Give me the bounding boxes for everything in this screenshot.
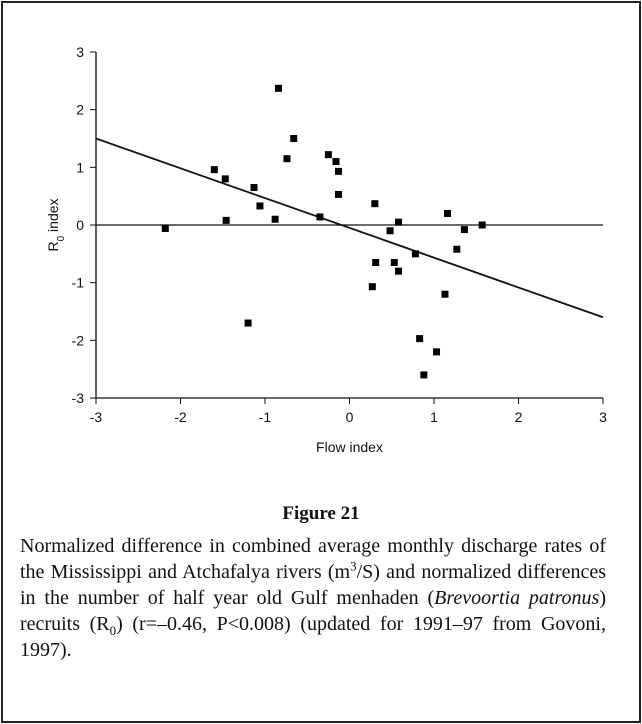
point xyxy=(411,250,419,258)
caption-segment: ) recruits (R xyxy=(20,587,606,635)
caption-segment: Brevoortia patronus xyxy=(434,587,600,609)
point xyxy=(210,166,218,174)
point xyxy=(372,258,380,266)
y-tick-label: -1 xyxy=(72,275,85,291)
caption-segment: 3 xyxy=(350,558,357,574)
y-tick-label: -2 xyxy=(72,332,85,348)
point xyxy=(324,151,332,159)
point xyxy=(416,335,424,343)
point xyxy=(332,158,340,166)
y-tick-label: 3 xyxy=(76,44,84,60)
point xyxy=(478,221,486,229)
x-tick-label: -1 xyxy=(259,409,272,425)
x-tick-label: -2 xyxy=(174,409,187,425)
point xyxy=(444,209,452,217)
point xyxy=(244,319,252,327)
y-tick-label: -3 xyxy=(72,390,85,406)
caption-segment: Normalized difference in combined averag… xyxy=(20,535,606,583)
y-axis-label: R0 index xyxy=(45,198,67,251)
figure-label: Figure 21 xyxy=(282,503,360,524)
caption-segment: /S) and normalized differences in the nu… xyxy=(20,561,606,609)
point xyxy=(390,258,398,266)
point xyxy=(453,245,461,253)
point xyxy=(335,167,343,175)
x-tick-label: 0 xyxy=(346,409,354,425)
point xyxy=(335,190,343,198)
y-axis-label-part: index xyxy=(45,198,61,235)
x-tick-label: 3 xyxy=(599,409,607,425)
point xyxy=(460,226,468,234)
point xyxy=(275,84,283,92)
y-tick-label: 0 xyxy=(76,217,84,233)
point xyxy=(283,155,291,163)
y-tick-label: 1 xyxy=(76,159,84,175)
y-axis-label-part: R xyxy=(45,241,61,251)
point xyxy=(316,213,324,221)
point xyxy=(368,283,376,291)
point xyxy=(371,200,379,208)
point xyxy=(395,267,403,275)
caption-segment: ) (r=–0.46, P<0.008) (updated for 1991–9… xyxy=(20,613,606,661)
point xyxy=(386,227,394,235)
x-tick-label: 1 xyxy=(430,409,438,425)
y-tick-label: 2 xyxy=(76,102,84,118)
point xyxy=(222,216,230,224)
x-tick-label: -3 xyxy=(90,409,103,425)
x-axis-label: Flow index xyxy=(316,439,383,455)
point xyxy=(395,218,403,226)
y-axis-label-part: 0 xyxy=(56,235,67,241)
caption-segment: 0 xyxy=(109,623,117,638)
point xyxy=(161,224,169,232)
point xyxy=(271,215,279,223)
point xyxy=(420,371,428,379)
point xyxy=(290,135,298,142)
point xyxy=(221,175,229,183)
x-tick-label: 2 xyxy=(515,409,523,425)
point xyxy=(433,348,441,356)
point xyxy=(441,290,449,298)
regression-line xyxy=(95,137,604,319)
figure-caption: Normalized difference in combined averag… xyxy=(20,533,606,663)
point xyxy=(256,202,264,210)
point xyxy=(250,184,258,192)
